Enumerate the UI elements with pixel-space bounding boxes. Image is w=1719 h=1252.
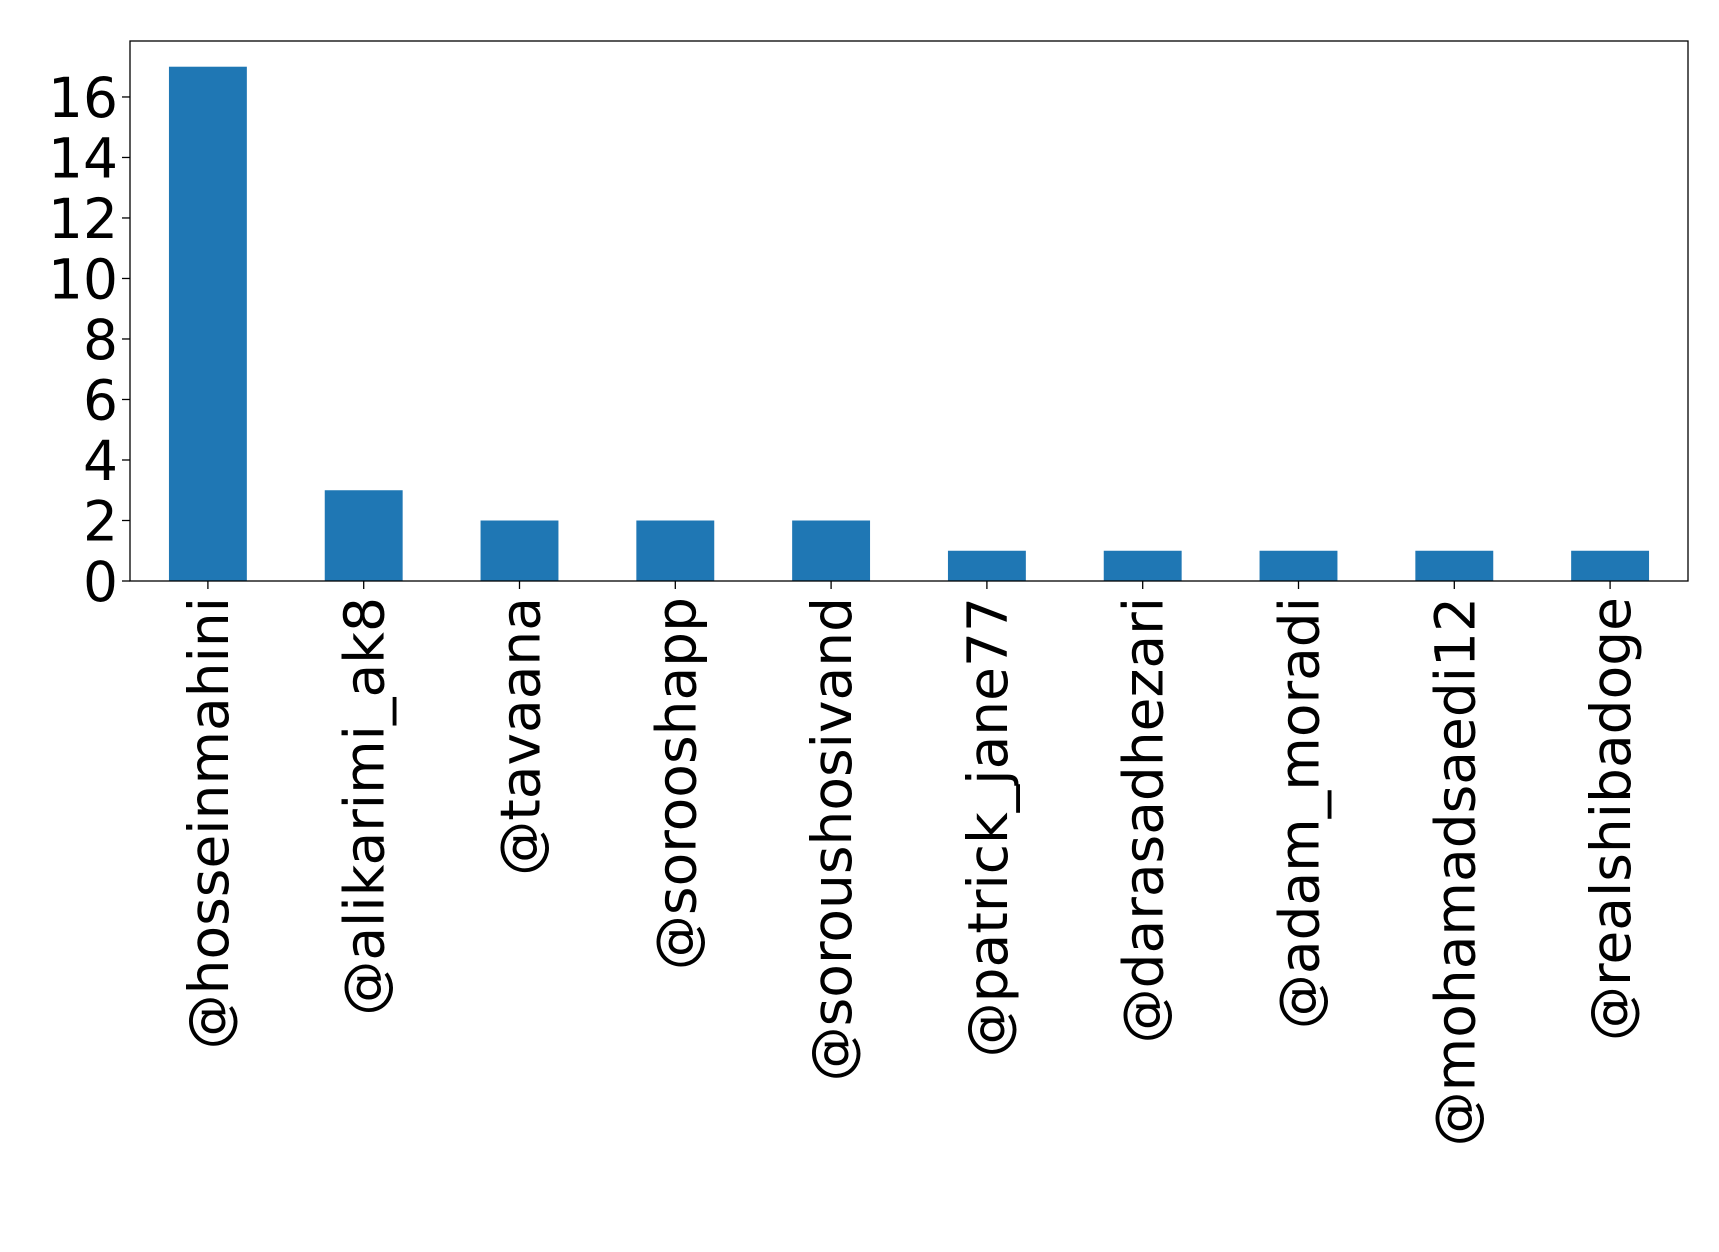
x-tick-label: @soroushosivand bbox=[800, 597, 864, 1081]
x-tick-label: @tavaana bbox=[489, 597, 553, 876]
y-tick-label: 4 bbox=[83, 429, 118, 493]
x-tick-label: @realshibadoge bbox=[1579, 597, 1643, 1041]
x-tick-label: @hosseinmahini bbox=[177, 597, 241, 1049]
plot-frame bbox=[129, 40, 1689, 582]
x-tick-label: @patrick_jane77 bbox=[956, 597, 1020, 1057]
bar-6 bbox=[1103, 550, 1182, 581]
x-tick-label: @sorooshapp bbox=[644, 597, 708, 970]
y-tick-label: 16 bbox=[48, 66, 118, 130]
x-tick-label: @adam_moradi bbox=[1268, 597, 1332, 1029]
bar-0 bbox=[168, 66, 247, 581]
bar-1 bbox=[324, 490, 403, 581]
bar-7 bbox=[1259, 550, 1338, 581]
bars-group bbox=[168, 66, 1650, 581]
y-tick-label: 8 bbox=[83, 308, 118, 372]
x-tick-label: @darasadhezari bbox=[1112, 597, 1176, 1043]
x-tick-label: @mohamadsaedi12 bbox=[1423, 597, 1487, 1146]
bar-8 bbox=[1415, 550, 1494, 581]
bar-9 bbox=[1571, 550, 1650, 581]
bar-2 bbox=[480, 520, 559, 581]
bar-3 bbox=[636, 520, 715, 581]
bar-5 bbox=[947, 550, 1026, 581]
y-tick-label: 10 bbox=[48, 247, 118, 311]
y-tick-label: 12 bbox=[48, 187, 118, 251]
x-tick-label: @alikarimi_ak8 bbox=[333, 597, 397, 1016]
y-tick-label: 0 bbox=[83, 550, 118, 614]
bar-4 bbox=[792, 520, 871, 581]
y-tick-label: 14 bbox=[48, 126, 118, 190]
x-axis: @hosseinmahini @alikarimi_ak8 @tavaana @sor… bbox=[177, 581, 1643, 1146]
y-tick-label: 6 bbox=[83, 368, 118, 432]
y-tick-label: 2 bbox=[83, 490, 118, 554]
